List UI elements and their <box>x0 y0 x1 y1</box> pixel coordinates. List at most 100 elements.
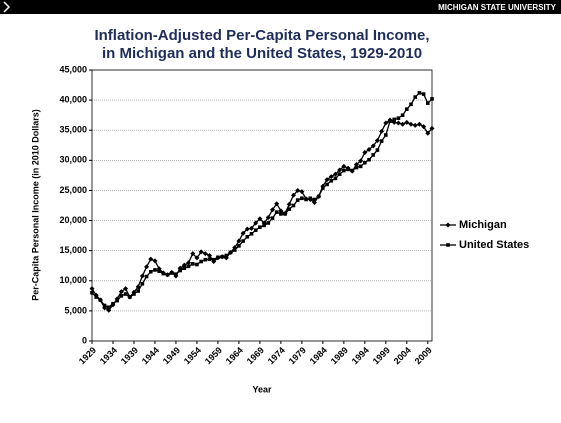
point-marker <box>106 305 111 310</box>
point-marker <box>249 225 255 231</box>
y-tick-label: 20,000 <box>59 215 87 225</box>
y-tick-label: 5,000 <box>64 305 87 315</box>
y-tick-label: 35,000 <box>59 125 87 135</box>
y-tick-label: 25,000 <box>59 185 87 195</box>
legend-marker <box>445 222 451 228</box>
legend-label: United States <box>459 239 529 251</box>
point-marker <box>178 268 182 273</box>
point-marker <box>358 158 364 164</box>
point-marker <box>379 128 385 134</box>
point-marker <box>123 292 128 296</box>
point-marker <box>236 238 242 244</box>
point-marker <box>258 225 262 229</box>
point-marker <box>400 121 406 127</box>
point-marker <box>384 133 388 137</box>
point-marker <box>379 139 384 143</box>
point-marker <box>202 251 208 257</box>
point-marker <box>207 257 212 261</box>
point-marker <box>203 257 208 262</box>
back-arrow[interactable] <box>3 1 11 13</box>
point-marker <box>157 269 161 273</box>
point-marker <box>426 101 430 105</box>
point-marker <box>417 91 422 95</box>
point-marker <box>283 212 287 216</box>
point-marker <box>98 298 103 302</box>
point-marker <box>190 251 196 257</box>
point-marker <box>413 95 418 99</box>
point-marker <box>312 197 317 202</box>
point-marker <box>118 289 124 295</box>
point-marker <box>198 249 204 255</box>
point-marker <box>421 92 426 96</box>
plot-frame <box>91 69 433 342</box>
chart-title: in Michigan and the United States, 1929-… <box>102 45 422 62</box>
point-marker <box>392 117 397 122</box>
point-marker <box>321 186 325 190</box>
point-marker <box>290 192 296 198</box>
point-marker <box>287 207 292 211</box>
point-marker <box>186 264 191 269</box>
point-marker <box>342 168 346 173</box>
chart-title: Inflation-Adjusted Per-Capita Personal I… <box>94 27 429 44</box>
point-marker <box>249 232 254 236</box>
point-marker <box>325 182 329 187</box>
point-marker <box>412 122 418 128</box>
point-marker <box>400 113 405 117</box>
point-marker <box>241 239 245 243</box>
point-marker <box>291 203 296 208</box>
point-marker <box>416 121 422 127</box>
point-marker <box>324 177 330 183</box>
point-marker <box>148 256 154 262</box>
banner-text: MICHIGAN STATE UNIVERSITY <box>438 3 557 12</box>
point-marker <box>329 179 334 183</box>
point-marker <box>425 130 431 136</box>
point-marker <box>269 207 275 213</box>
point-marker <box>421 124 427 130</box>
point-marker <box>115 298 119 303</box>
point-marker <box>257 216 263 222</box>
y-tick-label: 30,000 <box>59 155 87 165</box>
legend-marker <box>446 243 450 247</box>
y-tick-label: 0 <box>82 335 87 345</box>
point-marker <box>274 201 280 207</box>
point-marker <box>430 97 434 101</box>
point-marker <box>123 286 129 292</box>
point-marker <box>161 271 166 276</box>
point-marker <box>337 167 343 173</box>
point-marker <box>370 143 376 149</box>
point-marker <box>279 212 283 216</box>
point-marker <box>409 102 413 107</box>
point-marker <box>232 248 237 252</box>
point-marker <box>132 292 136 296</box>
point-marker <box>207 252 213 258</box>
point-marker <box>148 269 153 274</box>
point-marker <box>199 259 203 264</box>
point-marker <box>220 254 224 259</box>
point-marker <box>354 165 359 170</box>
point-marker <box>375 148 380 152</box>
point-marker <box>429 125 435 131</box>
point-marker <box>144 274 149 279</box>
point-marker <box>136 289 140 293</box>
point-marker <box>102 303 107 308</box>
x-axis-label: Year <box>252 384 272 394</box>
y-tick-label: 45,000 <box>59 64 87 74</box>
point-marker <box>328 174 334 180</box>
point-marker <box>111 301 115 306</box>
point-marker <box>182 266 187 270</box>
point-marker <box>274 210 279 214</box>
point-marker <box>308 196 313 201</box>
point-marker <box>195 262 199 267</box>
point-marker <box>228 250 233 255</box>
point-marker <box>237 244 241 248</box>
point-marker <box>211 257 216 262</box>
point-marker <box>408 121 414 127</box>
point-marker <box>186 260 192 266</box>
point-marker <box>216 255 220 260</box>
point-marker <box>190 262 195 266</box>
point-marker <box>395 120 401 126</box>
point-marker <box>265 215 271 221</box>
point-marker <box>240 230 246 236</box>
point-marker <box>152 258 158 264</box>
series-line <box>91 119 433 312</box>
